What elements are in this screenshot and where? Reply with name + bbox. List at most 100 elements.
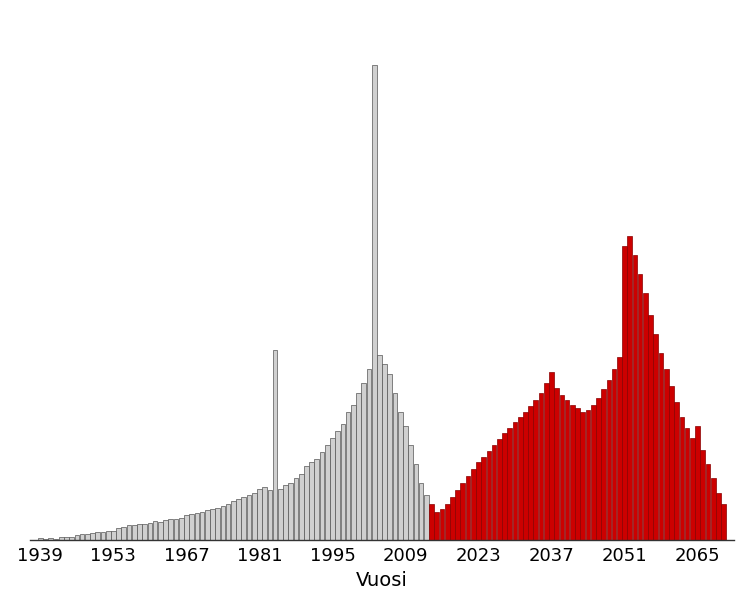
Bar bbox=[601, 389, 606, 540]
Bar bbox=[554, 388, 559, 540]
Bar bbox=[466, 476, 470, 540]
Bar bbox=[142, 524, 147, 540]
Bar bbox=[690, 438, 694, 540]
Bar bbox=[174, 519, 178, 540]
Bar bbox=[372, 65, 377, 540]
Bar bbox=[216, 508, 220, 540]
Bar bbox=[288, 483, 293, 540]
Bar bbox=[49, 538, 53, 540]
Bar bbox=[664, 369, 669, 540]
Bar bbox=[695, 426, 700, 540]
Bar bbox=[309, 462, 314, 540]
Bar bbox=[643, 293, 648, 540]
Bar bbox=[403, 426, 407, 540]
Bar bbox=[565, 400, 569, 540]
X-axis label: Vuosi: Vuosi bbox=[356, 571, 408, 589]
Bar bbox=[43, 539, 48, 540]
Bar bbox=[54, 539, 58, 540]
Bar bbox=[544, 383, 548, 540]
Bar bbox=[429, 505, 434, 540]
Bar bbox=[528, 406, 533, 540]
Bar bbox=[512, 422, 518, 540]
Bar bbox=[591, 405, 595, 540]
Bar bbox=[497, 439, 502, 540]
Bar bbox=[64, 536, 69, 540]
Bar bbox=[492, 445, 497, 540]
Bar bbox=[518, 416, 523, 540]
Bar bbox=[450, 497, 455, 540]
Bar bbox=[95, 532, 100, 540]
Bar bbox=[716, 493, 721, 540]
Bar bbox=[539, 393, 544, 540]
Bar bbox=[137, 524, 142, 540]
Bar bbox=[257, 489, 262, 540]
Bar bbox=[236, 499, 241, 540]
Bar bbox=[75, 535, 79, 540]
Bar bbox=[90, 533, 95, 540]
Bar bbox=[262, 487, 267, 540]
Bar bbox=[205, 510, 210, 540]
Bar bbox=[366, 369, 372, 540]
Bar bbox=[231, 501, 236, 540]
Bar bbox=[325, 445, 330, 540]
Bar bbox=[220, 506, 225, 540]
Bar bbox=[179, 518, 184, 540]
Bar bbox=[523, 412, 528, 540]
Bar bbox=[612, 369, 616, 540]
Bar bbox=[413, 464, 418, 540]
Bar bbox=[169, 518, 173, 540]
Bar bbox=[304, 466, 309, 540]
Bar bbox=[461, 483, 465, 540]
Bar bbox=[100, 532, 106, 540]
Bar bbox=[685, 428, 689, 540]
Bar bbox=[487, 451, 491, 540]
Bar bbox=[111, 530, 116, 540]
Bar bbox=[106, 532, 111, 540]
Bar bbox=[596, 398, 601, 540]
Bar bbox=[210, 509, 215, 540]
Bar bbox=[377, 355, 382, 540]
Bar bbox=[85, 534, 90, 540]
Bar bbox=[357, 393, 361, 540]
Bar bbox=[121, 527, 126, 540]
Bar bbox=[283, 485, 288, 540]
Bar bbox=[622, 246, 627, 540]
Bar bbox=[158, 522, 163, 540]
Bar bbox=[533, 400, 539, 540]
Bar bbox=[361, 383, 366, 540]
Bar bbox=[638, 274, 643, 540]
Bar bbox=[560, 395, 564, 540]
Bar bbox=[700, 450, 705, 540]
Bar bbox=[153, 521, 157, 540]
Bar bbox=[116, 528, 121, 540]
Bar bbox=[575, 408, 580, 540]
Bar bbox=[711, 478, 715, 540]
Bar bbox=[706, 464, 710, 540]
Bar bbox=[148, 523, 152, 540]
Bar bbox=[387, 374, 392, 540]
Bar bbox=[570, 405, 574, 540]
Bar bbox=[633, 255, 637, 540]
Bar bbox=[132, 525, 136, 540]
Bar bbox=[502, 433, 507, 540]
Bar bbox=[721, 505, 726, 540]
Bar bbox=[346, 412, 351, 540]
Bar bbox=[455, 490, 460, 540]
Bar bbox=[382, 364, 387, 540]
Bar bbox=[79, 535, 85, 540]
Bar bbox=[163, 520, 168, 540]
Bar bbox=[549, 371, 554, 540]
Bar bbox=[351, 405, 356, 540]
Bar bbox=[38, 538, 43, 540]
Bar bbox=[59, 537, 64, 540]
Bar bbox=[315, 460, 319, 540]
Bar bbox=[341, 424, 345, 540]
Bar bbox=[482, 457, 486, 540]
Bar bbox=[471, 469, 476, 540]
Bar bbox=[408, 445, 413, 540]
Bar bbox=[330, 438, 335, 540]
Bar bbox=[658, 353, 664, 540]
Bar bbox=[189, 514, 194, 540]
Bar bbox=[252, 493, 257, 540]
Bar bbox=[507, 428, 512, 540]
